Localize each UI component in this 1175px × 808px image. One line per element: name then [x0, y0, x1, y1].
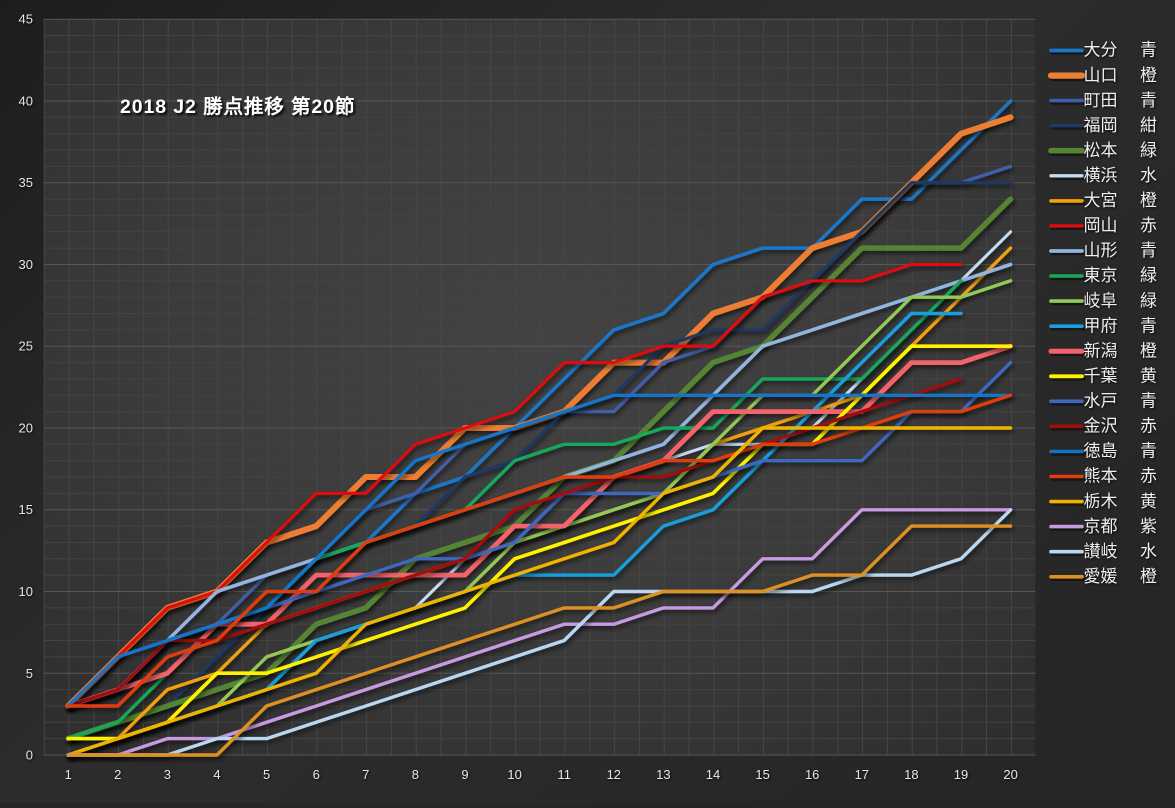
svg-text:14: 14: [706, 767, 720, 782]
svg-text:青: 青: [1140, 442, 1157, 461]
svg-text:山口: 山口: [1084, 66, 1118, 85]
svg-text:1: 1: [65, 767, 72, 782]
svg-text:紫: 紫: [1140, 517, 1157, 536]
svg-text:水: 水: [1140, 542, 1157, 561]
svg-text:19: 19: [954, 767, 968, 782]
svg-text:黄: 黄: [1140, 367, 1157, 386]
svg-text:5: 5: [26, 666, 33, 681]
svg-text:20: 20: [1003, 767, 1017, 782]
svg-text:青: 青: [1140, 41, 1157, 60]
svg-text:11: 11: [557, 767, 571, 782]
svg-text:甲府: 甲府: [1084, 316, 1118, 335]
svg-text:赤: 赤: [1140, 467, 1157, 486]
svg-text:橙: 橙: [1140, 191, 1157, 210]
svg-text:岐阜: 岐阜: [1084, 291, 1118, 310]
svg-text:橙: 橙: [1140, 341, 1157, 360]
svg-text:千葉: 千葉: [1084, 367, 1118, 386]
svg-text:橙: 橙: [1140, 567, 1157, 586]
svg-text:青: 青: [1140, 91, 1157, 110]
svg-text:黄: 黄: [1140, 492, 1157, 511]
svg-text:福岡: 福岡: [1084, 116, 1118, 135]
svg-text:岡山: 岡山: [1084, 216, 1118, 235]
svg-text:緑: 緑: [1140, 266, 1157, 285]
svg-text:徳島: 徳島: [1084, 442, 1118, 461]
svg-text:水: 水: [1140, 166, 1157, 185]
svg-text:9: 9: [461, 767, 468, 782]
svg-text:赤: 赤: [1140, 417, 1157, 436]
svg-text:松本: 松本: [1084, 141, 1118, 160]
svg-text:緑: 緑: [1140, 141, 1157, 160]
svg-text:16: 16: [805, 767, 819, 782]
svg-text:0: 0: [26, 748, 33, 763]
svg-text:東京: 東京: [1084, 266, 1118, 285]
svg-text:4: 4: [213, 767, 220, 782]
svg-text:30: 30: [19, 257, 33, 272]
svg-text:熊本: 熊本: [1084, 467, 1118, 486]
svg-text:15: 15: [19, 502, 33, 517]
svg-text:10: 10: [507, 767, 521, 782]
svg-text:25: 25: [19, 339, 33, 354]
svg-text:5: 5: [263, 767, 270, 782]
svg-text:橙: 橙: [1140, 66, 1157, 85]
svg-text:讃岐: 讃岐: [1084, 542, 1118, 561]
svg-text:2018 J2 勝点推移 第20節: 2018 J2 勝点推移 第20節: [120, 95, 355, 118]
svg-text:緑: 緑: [1140, 291, 1157, 310]
svg-text:35: 35: [19, 175, 33, 190]
svg-text:京都: 京都: [1084, 517, 1118, 536]
svg-text:7: 7: [362, 767, 369, 782]
svg-text:2: 2: [114, 767, 121, 782]
svg-text:愛媛: 愛媛: [1084, 567, 1118, 586]
svg-text:赤: 赤: [1140, 216, 1157, 235]
svg-text:栃木: 栃木: [1084, 492, 1118, 511]
svg-text:山形: 山形: [1084, 241, 1118, 260]
svg-text:水戸: 水戸: [1084, 392, 1118, 411]
svg-text:45: 45: [19, 12, 33, 27]
svg-text:青: 青: [1140, 392, 1157, 411]
svg-text:町田: 町田: [1084, 91, 1118, 110]
svg-text:大分: 大分: [1084, 41, 1118, 60]
svg-text:15: 15: [755, 767, 769, 782]
svg-text:横浜: 横浜: [1084, 166, 1118, 185]
svg-text:金沢: 金沢: [1084, 417, 1118, 436]
svg-text:10: 10: [19, 584, 33, 599]
svg-text:17: 17: [855, 767, 869, 782]
svg-text:40: 40: [19, 94, 33, 109]
svg-text:新潟: 新潟: [1084, 341, 1118, 360]
svg-text:8: 8: [412, 767, 419, 782]
svg-text:6: 6: [313, 767, 320, 782]
svg-text:18: 18: [904, 767, 918, 782]
svg-text:青: 青: [1140, 241, 1157, 260]
svg-text:紺: 紺: [1140, 116, 1157, 135]
svg-text:3: 3: [164, 767, 171, 782]
svg-text:青: 青: [1140, 316, 1157, 335]
svg-text:大宮: 大宮: [1084, 191, 1118, 210]
svg-text:12: 12: [607, 767, 621, 782]
svg-text:20: 20: [19, 421, 33, 436]
svg-text:13: 13: [656, 767, 670, 782]
